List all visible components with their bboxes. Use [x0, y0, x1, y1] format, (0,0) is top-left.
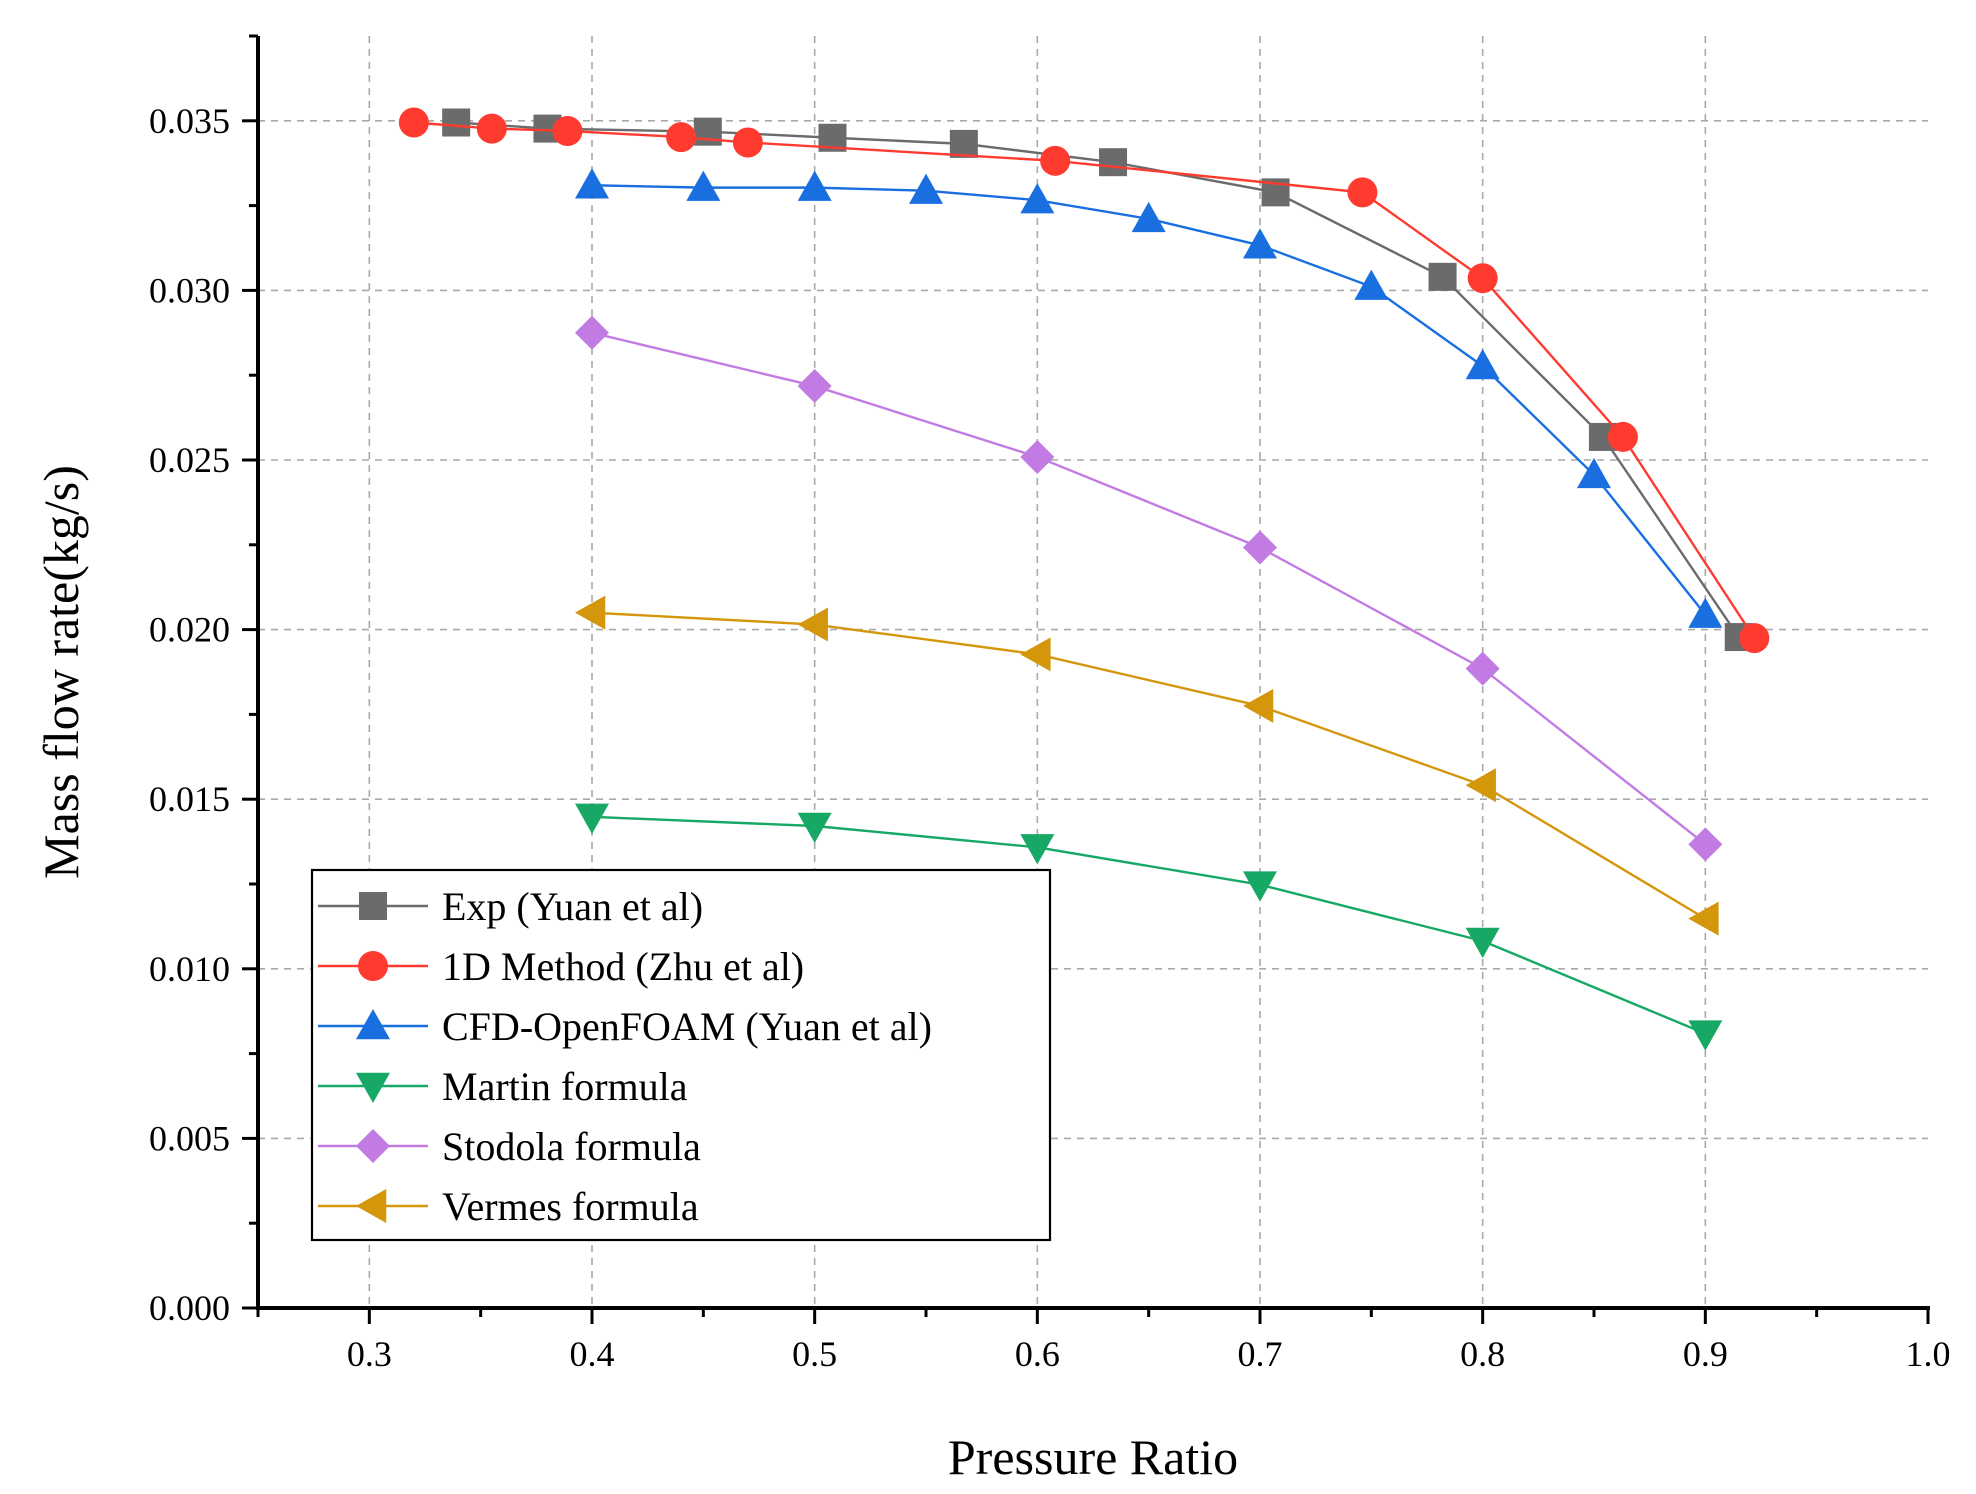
series-1-point-1 [476, 113, 507, 144]
y-tick-label-2: 0.010 [149, 949, 230, 989]
series-1-point-7 [1467, 263, 1498, 294]
series-line-1 [413, 121, 1756, 639]
series-4-point-1 [797, 369, 832, 404]
series-5-point-2 [1020, 637, 1051, 672]
y-tick-label-3: 0.015 [149, 779, 230, 819]
series-2-point-10 [1688, 597, 1723, 628]
x-tick-label-4: 0.7 [1238, 1334, 1283, 1374]
series-1-point-9 [1739, 623, 1770, 654]
x-tick-label-2: 0.5 [792, 1334, 837, 1374]
series-2 [575, 168, 1723, 628]
legend-label-4: Stodola formula [442, 1124, 701, 1169]
legend-label-2: CFD-OpenFOAM (Yuan et al) [442, 1004, 932, 1049]
series-2-point-2 [797, 170, 832, 201]
series-1-point-6 [1347, 177, 1378, 208]
legend-item-1: 1D Method (Zhu et al) [318, 944, 804, 989]
series-0-point-0 [442, 108, 471, 137]
series-0 [442, 108, 1753, 652]
series-5-point-3 [1243, 688, 1274, 723]
legend: Exp (Yuan et al) 1D Method (Zhu et al) CFD… [310, 868, 1052, 1242]
y-tick-label-4: 0.020 [149, 610, 230, 650]
series-line-5 [591, 611, 1706, 920]
legend-label-1: 1D Method (Zhu et al) [442, 944, 804, 989]
series-3-point-3 [1243, 871, 1277, 902]
legend-marker-5 [356, 1189, 387, 1223]
legend-item-2: CFD-OpenFOAM (Yuan et al) [318, 1004, 932, 1049]
series-2-point-3 [909, 173, 943, 204]
series-1 [398, 107, 1770, 654]
x-axis-title: Pressure Ratio [948, 1429, 1238, 1485]
legend-marker-2 [356, 1009, 390, 1040]
series-4-point-0 [575, 315, 609, 350]
series-5-point-5 [1688, 901, 1719, 936]
x-tick-label-6: 0.9 [1683, 1334, 1728, 1374]
series-5-point-4 [1465, 768, 1496, 803]
y-tick-label-5: 0.025 [149, 440, 230, 480]
y-axis-title: Mass flow rate(kg/s) [33, 465, 89, 879]
series-2-point-7 [1354, 269, 1389, 300]
series-line-3 [591, 815, 1706, 1035]
legend-marker-3 [356, 1072, 390, 1103]
legend-marker-0 [359, 892, 387, 920]
series-0-point-7 [1428, 262, 1457, 291]
series-5-point-0 [575, 595, 606, 630]
x-tick-label-5: 0.8 [1460, 1334, 1505, 1374]
series-4-point-4 [1465, 651, 1500, 686]
y-tick-label-1: 0.005 [149, 1118, 230, 1158]
series-1-point-8 [1607, 421, 1638, 452]
legend-marker-4 [356, 1129, 390, 1163]
series-5 [575, 595, 1719, 936]
series-3-point-5 [1688, 1020, 1723, 1051]
series-line-4 [591, 331, 1707, 846]
legend-item-5: Vermes formula [318, 1184, 699, 1229]
series-4-point-3 [1243, 530, 1277, 565]
legend-item-4: Stodola formula [318, 1124, 701, 1169]
series-1-point-3 [666, 122, 697, 153]
series-2-point-0 [575, 168, 609, 199]
series-5-point-1 [797, 607, 828, 642]
series-1-point-5 [1040, 145, 1071, 176]
series-2-point-8 [1465, 349, 1500, 380]
x-tick-label-7: 1.0 [1906, 1334, 1951, 1374]
plot-series [398, 107, 1770, 1051]
y-tick-label-6: 0.030 [149, 270, 230, 310]
x-tick-label-1: 0.4 [570, 1334, 615, 1374]
series-2-point-6 [1243, 228, 1277, 259]
series-0-point-4 [949, 129, 978, 158]
legend-label-5: Vermes formula [442, 1184, 699, 1229]
legend-label-0: Exp (Yuan et al) [442, 884, 703, 929]
legend-box [310, 868, 1052, 1242]
series-2-point-4 [1020, 183, 1055, 214]
legend-item-0: Exp (Yuan et al) [318, 884, 703, 929]
series-4-point-2 [1020, 439, 1055, 474]
series-2-point-1 [686, 170, 721, 201]
series-1-point-0 [398, 107, 429, 138]
series-1-point-4 [732, 127, 763, 158]
series-1-point-2 [552, 115, 583, 146]
tick-labels: 0.3 0.4 0.5 0.6 0.7 0.8 0.9 1.0 0.000 0.005 0.010 0… [149, 101, 1951, 1374]
series-2-point-5 [1131, 201, 1166, 233]
series-4 [575, 315, 1723, 862]
series-3-point-2 [1020, 834, 1055, 865]
series-2-point-9 [1577, 457, 1611, 489]
series-0-point-5 [1099, 148, 1128, 177]
series-line-2 [591, 184, 1707, 616]
series-4-point-5 [1688, 827, 1723, 862]
series-3-point-1 [797, 812, 832, 843]
x-tick-label-3: 0.6 [1015, 1334, 1060, 1374]
legend-item-3: Martin formula [318, 1064, 688, 1109]
series-3-point-0 [575, 803, 609, 834]
y-tick-label-0: 0.000 [149, 1288, 230, 1328]
legend-marker-1 [358, 951, 388, 981]
series-0-point-2 [693, 117, 722, 146]
series-3-point-4 [1465, 927, 1500, 958]
axes [242, 34, 1930, 1324]
series-line-0 [456, 121, 1740, 638]
y-tick-label-7: 0.035 [149, 101, 230, 141]
x-tick-label-0: 0.3 [347, 1334, 392, 1374]
series-3 [575, 803, 1723, 1051]
legend-label-3: Martin formula [442, 1064, 688, 1109]
